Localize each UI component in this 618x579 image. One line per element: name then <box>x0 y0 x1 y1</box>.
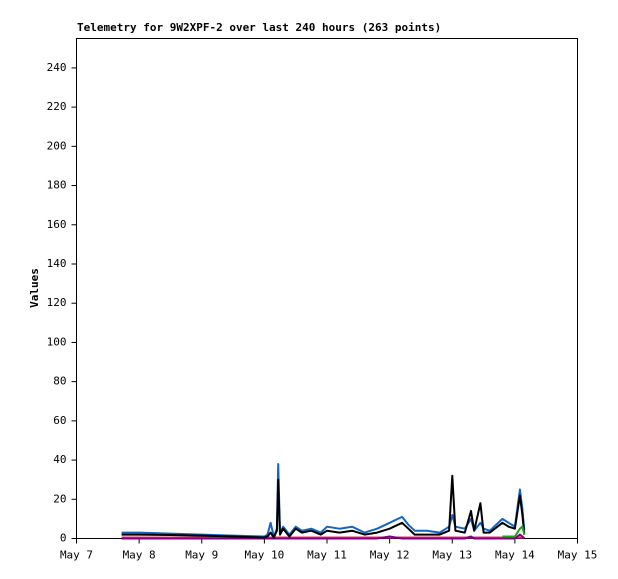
series-line <box>121 474 526 539</box>
y-tick-label: 240 <box>47 61 67 74</box>
series-line <box>121 533 526 540</box>
x-tick-label: May 7 <box>60 549 93 562</box>
x-tick-label: May 15 <box>558 549 598 562</box>
y-axis-label: Values <box>28 268 41 308</box>
y-tick-label: 200 <box>47 139 67 152</box>
y-tick-label: 100 <box>47 335 67 348</box>
series-line <box>502 525 526 538</box>
y-tick-label: 220 <box>47 100 67 113</box>
y-tick-label: 160 <box>47 218 67 231</box>
y-tick-label: 140 <box>47 257 67 270</box>
y-tick-label: 80 <box>53 375 66 388</box>
y-tick-label: 120 <box>47 296 67 309</box>
x-tick-label: May 13 <box>432 549 472 562</box>
plot-frame <box>76 38 578 539</box>
y-tick-label: 40 <box>53 453 66 466</box>
x-tick-label: May 8 <box>123 549 156 562</box>
series-line <box>121 463 526 538</box>
x-tick-label: May 11 <box>307 549 347 562</box>
chart-title: Telemetry for 9W2XPF-2 over last 240 hou… <box>77 21 441 34</box>
x-tick-label: May 14 <box>495 549 535 562</box>
x-tick-label: May 10 <box>245 549 285 562</box>
x-tick-label: May 9 <box>185 549 218 562</box>
x-tick-label: May 12 <box>370 549 410 562</box>
y-tick-label: 180 <box>47 179 67 192</box>
y-tick-label: 0 <box>60 532 67 545</box>
y-tick-label: 60 <box>53 414 66 427</box>
y-tick-label: 20 <box>53 492 66 505</box>
